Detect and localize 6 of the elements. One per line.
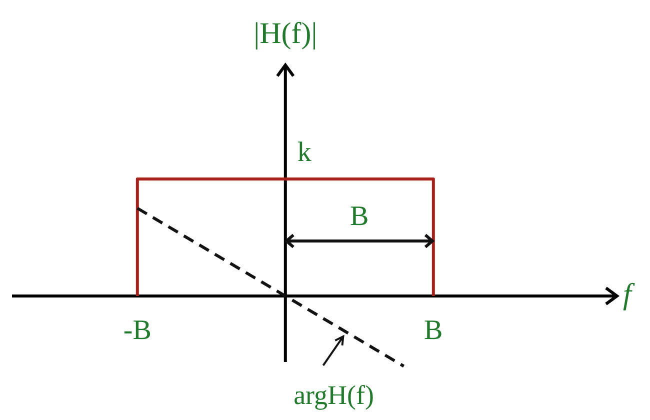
annotation: k bbox=[297, 137, 312, 168]
annotation: B bbox=[350, 201, 369, 232]
y-axis-title: |H(f)| bbox=[254, 17, 318, 50]
legend-label: argH(f) bbox=[294, 380, 374, 410]
x-axis-title: f bbox=[623, 278, 635, 311]
x-tick-label: -B bbox=[123, 315, 152, 346]
